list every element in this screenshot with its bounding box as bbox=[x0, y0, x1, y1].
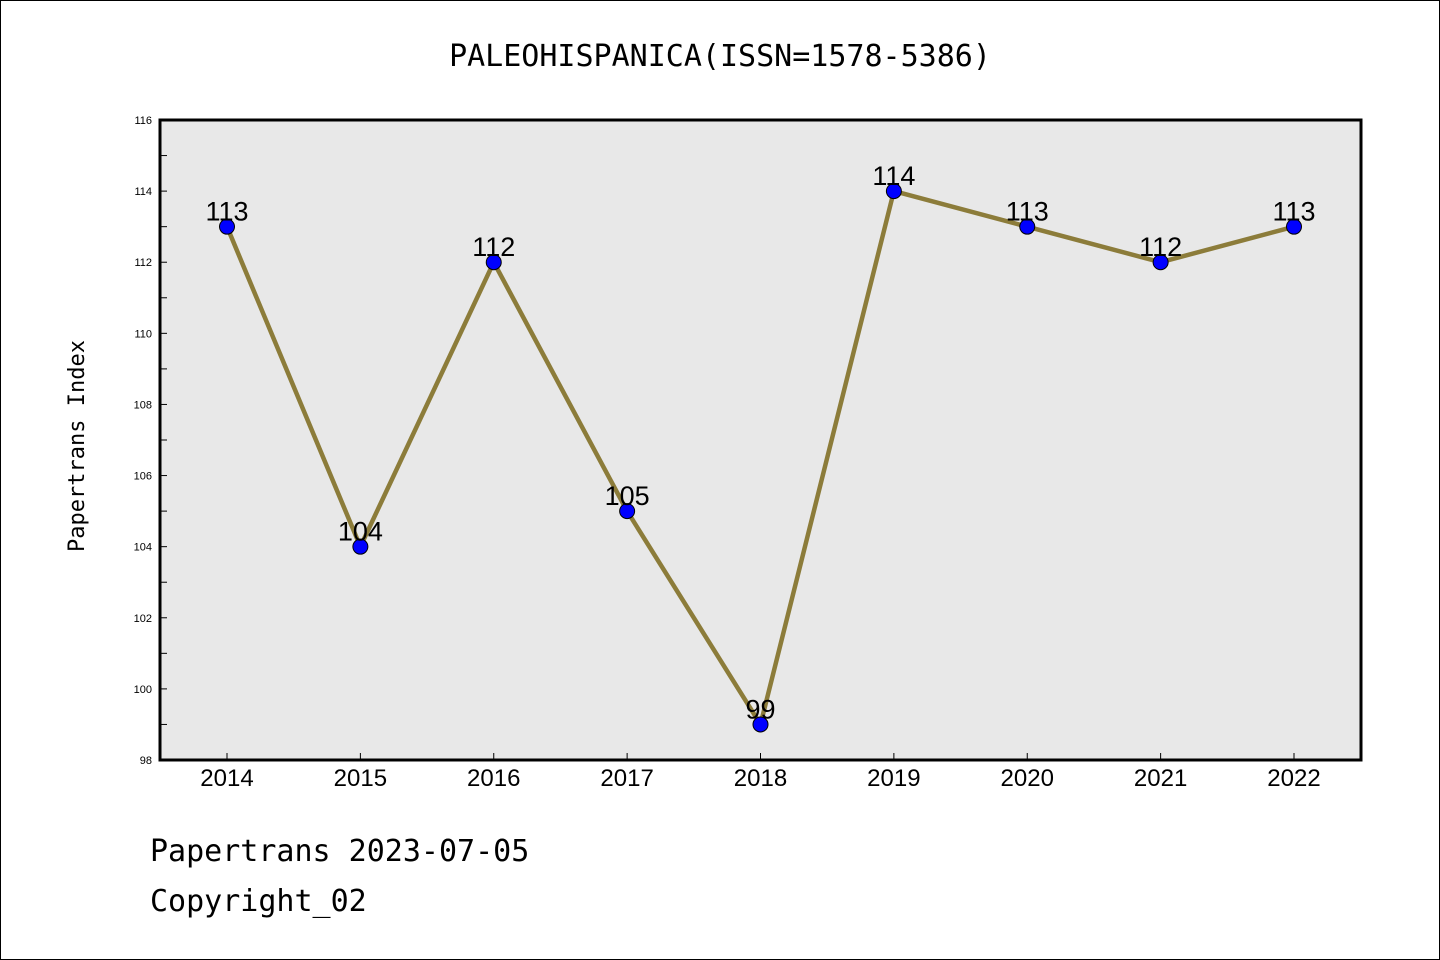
x-tick-label: 2015 bbox=[334, 765, 387, 792]
y-tick-label: 102 bbox=[134, 613, 152, 625]
y-tick-label: 110 bbox=[134, 328, 152, 340]
series-layer bbox=[219, 183, 1302, 733]
data-point bbox=[619, 503, 636, 520]
data-label: 99 bbox=[745, 694, 775, 724]
data-point bbox=[1286, 218, 1302, 235]
y-tick-label: 106 bbox=[134, 471, 152, 483]
x-tick-label: 2020 bbox=[1001, 765, 1054, 792]
x-tick-label: 2022 bbox=[1267, 765, 1320, 792]
x-tick-label: 2019 bbox=[867, 765, 920, 792]
y-tick-label: 108 bbox=[134, 399, 152, 411]
x-tick-label: 2021 bbox=[1134, 765, 1187, 792]
data-label: 112 bbox=[472, 232, 515, 262]
data-label: 113 bbox=[1006, 197, 1049, 227]
footer-date: Papertrans 2023-07-05 bbox=[150, 834, 530, 869]
x-tick-label: 2017 bbox=[600, 765, 653, 792]
data-point bbox=[352, 538, 369, 555]
data-labels: 113 104 112 105 99 114 113 112 113 bbox=[205, 161, 1315, 724]
y-tick-label: 104 bbox=[134, 542, 152, 554]
plot-area bbox=[160, 120, 1361, 760]
y-tick-label: 98 bbox=[140, 755, 152, 767]
data-point bbox=[885, 183, 902, 200]
x-axis-ticks: 2014 2015 2016 2017 2018 2019 2020 2021 2022 bbox=[200, 753, 1321, 792]
data-point bbox=[752, 716, 769, 733]
data-point bbox=[1152, 254, 1169, 271]
footer-copyright: Copyright_02 bbox=[150, 884, 367, 919]
x-tick-label: 2014 bbox=[200, 765, 253, 792]
y-tick-label: 116 bbox=[134, 115, 152, 127]
x-tick-label: 2016 bbox=[467, 765, 520, 792]
y-tick-label: 112 bbox=[134, 257, 152, 269]
data-label: 112 bbox=[1139, 232, 1182, 262]
data-point bbox=[219, 218, 235, 235]
data-point bbox=[485, 254, 502, 271]
y-tick-label: 100 bbox=[134, 684, 152, 696]
chart-title: PALEOHISPANICA(ISSN=1578-5386) bbox=[449, 39, 991, 74]
data-label: 113 bbox=[205, 197, 248, 227]
y-tick-label: 114 bbox=[134, 186, 152, 198]
x-tick-label: 2018 bbox=[734, 765, 787, 792]
y-axis-label: Papertrans Index bbox=[65, 340, 90, 552]
data-point bbox=[1019, 218, 1036, 235]
data-label: 113 bbox=[1272, 197, 1315, 227]
data-label: 114 bbox=[872, 161, 915, 191]
plot-border bbox=[158, 118, 1363, 762]
data-label: 105 bbox=[605, 481, 650, 511]
data-label: 104 bbox=[338, 517, 383, 547]
